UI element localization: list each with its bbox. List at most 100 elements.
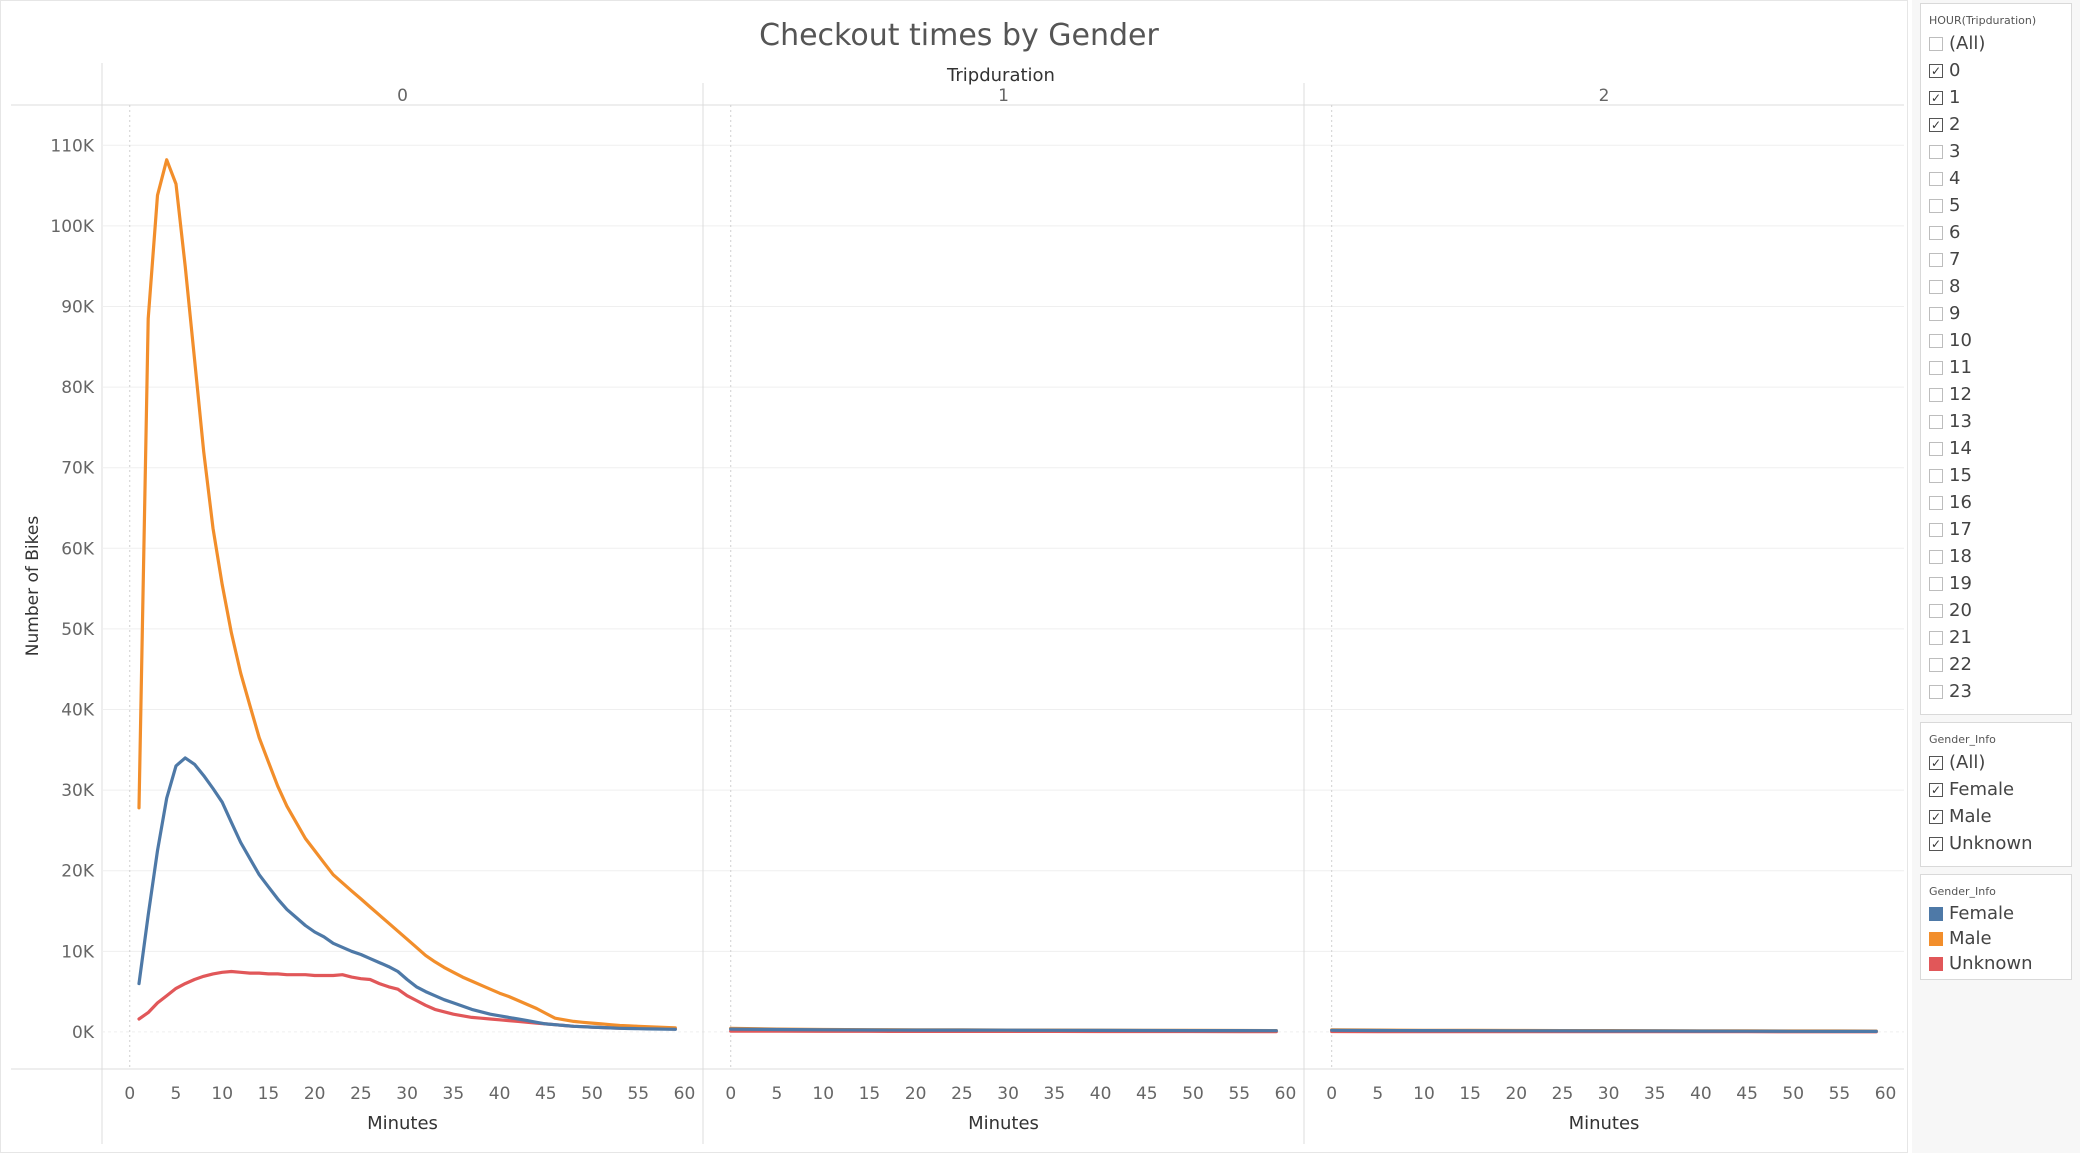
legend-swatch bbox=[1929, 931, 1943, 946]
y-tick-label: 100K bbox=[50, 217, 94, 237]
checkbox-unchecked-icon[interactable] bbox=[1929, 576, 1943, 591]
x-tick-label: 10 bbox=[1413, 1084, 1435, 1104]
x-axis-label: Minutes bbox=[1569, 1113, 1640, 1134]
checkbox-unchecked-icon[interactable] bbox=[1929, 522, 1943, 537]
filter-option[interactable]: ✓ Unknown bbox=[1929, 830, 2071, 857]
filter-option-label: 8 bbox=[1949, 276, 1961, 297]
filter-option[interactable]: 6 bbox=[1929, 219, 2071, 246]
checkbox-unchecked-icon[interactable] bbox=[1929, 144, 1943, 159]
filter-option[interactable]: ✓ Female bbox=[1929, 776, 2071, 803]
filter-option[interactable]: 18 bbox=[1929, 543, 2071, 570]
checkbox-unchecked-icon[interactable] bbox=[1929, 306, 1943, 321]
filter-option[interactable]: 17 bbox=[1929, 516, 2071, 543]
filter-option[interactable]: ✓ 1 bbox=[1929, 84, 2071, 111]
filter-option[interactable]: 21 bbox=[1929, 624, 2071, 651]
filter-option-label: 5 bbox=[1949, 195, 1961, 216]
legend-swatch bbox=[1929, 956, 1943, 971]
filter-option-label: 16 bbox=[1949, 492, 1972, 513]
filter-option[interactable]: 14 bbox=[1929, 435, 2071, 462]
x-tick-label: 40 bbox=[489, 1084, 511, 1104]
checkbox-checked-icon[interactable]: ✓ bbox=[1929, 90, 1943, 105]
x-tick-label: 55 bbox=[1228, 1084, 1250, 1104]
checkbox-unchecked-icon[interactable] bbox=[1929, 198, 1943, 213]
checkbox-unchecked-icon[interactable] bbox=[1929, 225, 1943, 240]
filter-option-label: 9 bbox=[1949, 303, 1961, 324]
filter-option[interactable]: 16 bbox=[1929, 489, 2071, 516]
x-tick-label: 25 bbox=[1552, 1084, 1574, 1104]
checkbox-unchecked-icon[interactable] bbox=[1929, 684, 1943, 699]
filter-option-label: 19 bbox=[1949, 573, 1972, 594]
checkbox-unchecked-icon[interactable] bbox=[1929, 252, 1943, 267]
legend-title: Gender_Info bbox=[1929, 885, 1996, 898]
gender-filter-card: Gender_Info ✓ (All) ✓ Female ✓ Male ✓ Unknown bbox=[1920, 722, 2072, 867]
checkbox-checked-icon[interactable]: ✓ bbox=[1929, 117, 1943, 132]
checkbox-unchecked-icon[interactable] bbox=[1929, 657, 1943, 672]
checkbox-unchecked-icon[interactable] bbox=[1929, 36, 1943, 51]
checkbox-unchecked-icon[interactable] bbox=[1929, 360, 1943, 375]
filter-option[interactable]: ✓ 2 bbox=[1929, 111, 2071, 138]
series-line-female[interactable] bbox=[729, 1027, 1278, 1033]
checkbox-unchecked-icon[interactable] bbox=[1929, 603, 1943, 618]
panel-header-label: 2 bbox=[1599, 86, 1610, 106]
checkbox-unchecked-icon[interactable] bbox=[1929, 549, 1943, 564]
y-tick-label: 80K bbox=[61, 378, 95, 398]
checkbox-checked-icon[interactable]: ✓ bbox=[1929, 755, 1943, 770]
checkbox-unchecked-icon[interactable] bbox=[1929, 441, 1943, 456]
filter-option[interactable]: 7 bbox=[1929, 246, 2071, 273]
filter-option-label: 3 bbox=[1949, 141, 1961, 162]
checkbox-unchecked-icon[interactable] bbox=[1929, 468, 1943, 483]
checkbox-checked-icon[interactable]: ✓ bbox=[1929, 809, 1943, 824]
filter-option[interactable]: 5 bbox=[1929, 192, 2071, 219]
series-line-female[interactable] bbox=[137, 756, 677, 1031]
filter-option-label: 13 bbox=[1949, 411, 1972, 432]
filter-option-label: 23 bbox=[1949, 681, 1972, 702]
series-line-female[interactable] bbox=[1330, 1028, 1878, 1034]
checkbox-unchecked-icon[interactable] bbox=[1929, 414, 1943, 429]
hour-filter-title: HOUR(Tripduration) bbox=[1929, 14, 2037, 27]
line-chart: Checkout times by Gender Tripduration 0K… bbox=[11, 18, 1904, 1144]
x-tick-label: 45 bbox=[1736, 1084, 1758, 1104]
x-tick-label: 55 bbox=[1829, 1084, 1851, 1104]
filter-option[interactable]: 9 bbox=[1929, 300, 2071, 327]
x-tick-label: 0 bbox=[1326, 1084, 1337, 1104]
x-tick-label: 25 bbox=[350, 1084, 372, 1104]
checkbox-checked-icon[interactable]: ✓ bbox=[1929, 782, 1943, 797]
filter-option[interactable]: 19 bbox=[1929, 570, 2071, 597]
y-tick-label: 20K bbox=[61, 862, 95, 882]
filter-option[interactable]: ✓ (All) bbox=[1929, 749, 2071, 776]
x-tick-label: 15 bbox=[859, 1084, 881, 1104]
filter-option-label: Female bbox=[1949, 779, 2015, 800]
filter-option[interactable]: 20 bbox=[1929, 597, 2071, 624]
filter-option[interactable]: 15 bbox=[1929, 462, 2071, 489]
checkbox-checked-icon[interactable]: ✓ bbox=[1929, 63, 1943, 78]
filter-option[interactable]: 3 bbox=[1929, 138, 2071, 165]
filter-option[interactable]: 13 bbox=[1929, 408, 2071, 435]
filter-option[interactable]: 11 bbox=[1929, 354, 2071, 381]
checkbox-unchecked-icon[interactable] bbox=[1929, 495, 1943, 510]
legend-entry[interactable]: Female bbox=[1929, 901, 2071, 926]
y-tick-label: 0K bbox=[72, 1023, 95, 1043]
filter-option-label: 18 bbox=[1949, 546, 1972, 567]
filter-option[interactable]: 4 bbox=[1929, 165, 2071, 192]
checkbox-unchecked-icon[interactable] bbox=[1929, 630, 1943, 645]
filter-option[interactable]: 12 bbox=[1929, 381, 2071, 408]
filter-option[interactable]: 8 bbox=[1929, 273, 2071, 300]
checkbox-unchecked-icon[interactable] bbox=[1929, 387, 1943, 402]
filter-option-label: 20 bbox=[1949, 600, 1972, 621]
filter-option[interactable]: (All) bbox=[1929, 30, 2071, 57]
checkbox-unchecked-icon[interactable] bbox=[1929, 171, 1943, 186]
checkbox-unchecked-icon[interactable] bbox=[1929, 279, 1943, 294]
filter-option[interactable]: 22 bbox=[1929, 651, 2071, 678]
series-line-male[interactable] bbox=[137, 158, 677, 1030]
checkbox-unchecked-icon[interactable] bbox=[1929, 333, 1943, 348]
x-tick-label: 60 bbox=[1275, 1084, 1297, 1104]
side-panel: HOUR(Tripduration) (All) ✓ 0 ✓ 1 ✓ 2 3 4 5 6 7 8 9 10 1… bbox=[1912, 0, 2080, 1153]
filter-option[interactable]: 23 bbox=[1929, 678, 2071, 705]
checkbox-checked-icon[interactable]: ✓ bbox=[1929, 836, 1943, 851]
filter-option[interactable]: 10 bbox=[1929, 327, 2071, 354]
legend-entry[interactable]: Unknown bbox=[1929, 951, 2071, 976]
legend-entry[interactable]: Male bbox=[1929, 926, 2071, 951]
filter-option[interactable]: ✓ Male bbox=[1929, 803, 2071, 830]
filter-option[interactable]: ✓ 0 bbox=[1929, 57, 2071, 84]
filter-option-label: 15 bbox=[1949, 465, 1972, 486]
